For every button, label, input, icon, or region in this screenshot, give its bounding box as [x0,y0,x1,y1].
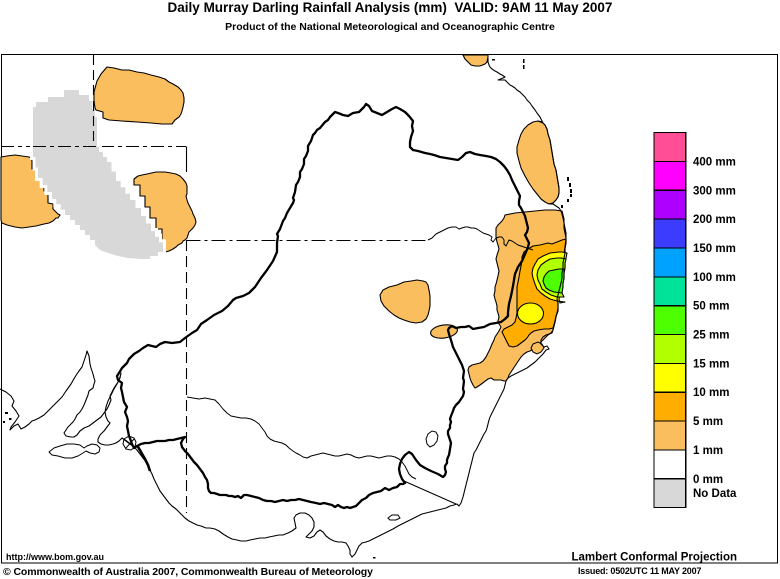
svg-text:http://www.bom.gov.au: http://www.bom.gov.au [6,552,104,562]
svg-text:200 mm: 200 mm [693,214,736,226]
svg-text:400 mm: 400 mm [693,156,736,168]
svg-text:10 mm: 10 mm [693,387,729,399]
svg-text:300 mm: 300 mm [693,185,736,197]
svg-text:5 mm: 5 mm [693,416,723,428]
svg-text:1 mm: 1 mm [693,445,723,457]
svg-text:Lambert Conformal Projection: Lambert Conformal Projection [572,552,738,564]
svg-text:150 mm: 150 mm [693,243,736,255]
svg-text:0 mm: 0 mm [693,474,723,486]
svg-text:25 mm: 25 mm [693,330,729,342]
svg-text:No Data: No Data [693,488,737,500]
svg-text:15 mm: 15 mm [693,358,729,370]
svg-text:100 mm: 100 mm [693,272,736,284]
svg-text:50 mm: 50 mm [693,301,729,313]
